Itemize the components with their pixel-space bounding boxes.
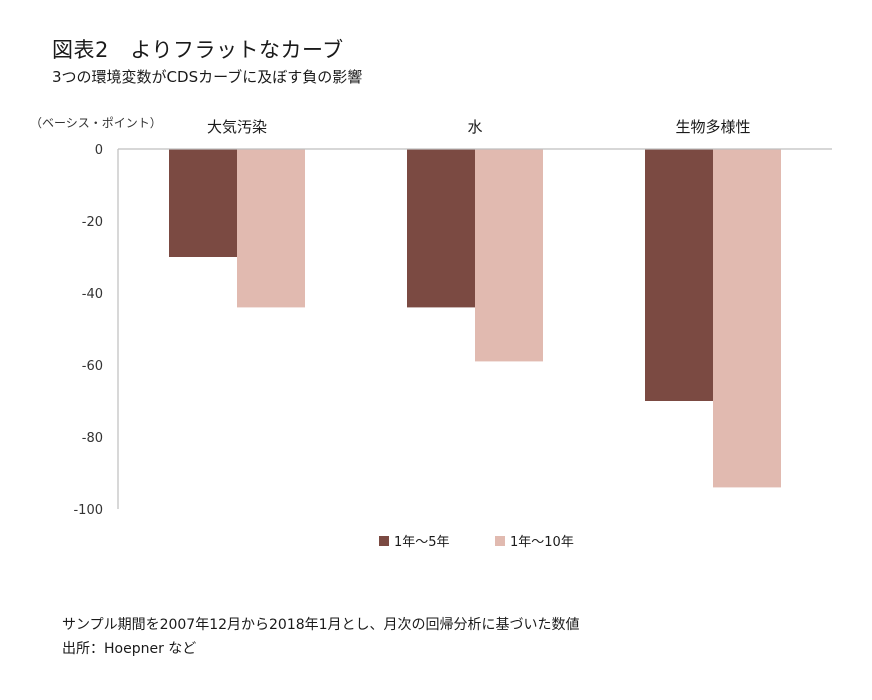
y-tick-label: -40 (82, 287, 103, 302)
chart-title: 図表2 よりフラットなカーブ (52, 38, 344, 62)
y-tick-label: 0 (95, 143, 103, 158)
bar-chart: 0 -20 -40 -60 -80 -100 大気汚染 水 生物多様性 1年～5年 1年～10年 (73, 118, 832, 550)
bar-series1 (407, 149, 475, 308)
y-tick-label: -20 (82, 215, 103, 230)
legend-swatch (379, 536, 389, 546)
legend-label: 1年～5年 (394, 535, 450, 550)
bar-series2 (475, 149, 543, 362)
source-note: 出所：Hoepner など (62, 641, 197, 657)
y-tick-label: -80 (82, 431, 103, 446)
bar-series1 (169, 149, 237, 257)
category-label: 大気汚染 (207, 118, 267, 136)
y-axis-unit-label: （ベーシス・ポイント） (30, 116, 162, 130)
category-label: 生物多様性 (675, 118, 750, 136)
sample-period-note: サンプル期間を2007年12月から2018年1月とし、月次の回帰分析に基づいた数… (62, 617, 580, 633)
y-tick-label: -60 (82, 359, 103, 374)
y-tick-label: -100 (73, 503, 103, 518)
legend-swatch (495, 536, 505, 546)
bar-series1 (645, 149, 713, 401)
chart-subtitle: 3つの環境変数がCDSカーブに及ぼす負の影響 (52, 68, 363, 86)
legend-label: 1年～10年 (510, 535, 574, 550)
category-label: 水 (467, 118, 482, 136)
bar-series2 (237, 149, 305, 308)
bar-series2 (713, 149, 781, 488)
